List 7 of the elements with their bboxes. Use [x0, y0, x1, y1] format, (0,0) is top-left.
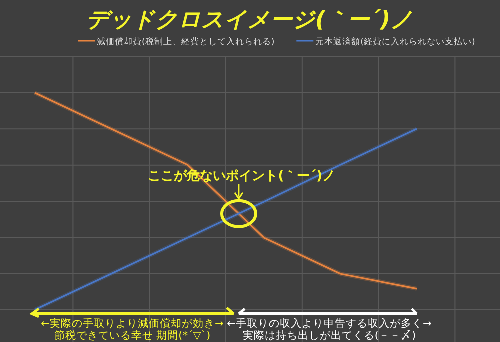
- text: ←手取りの収入より申告する収入が多く→: [227, 317, 432, 330]
- legend-label: 減価償却費(税制上、経費として入れられる): [97, 36, 275, 48]
- text: 節税できている幸せ 期間(*´▽`): [54, 329, 211, 342]
- legend-label: 元本返済額(経費に入れられない支払い): [316, 36, 476, 48]
- text: ←実際の手取りより減価償却が効き→: [41, 317, 224, 330]
- chart-title: デッドクロスイメージ(｀ー´)ノ: [86, 8, 414, 33]
- text: 実際は持ち出しが出てくる(－－〆): [242, 329, 416, 342]
